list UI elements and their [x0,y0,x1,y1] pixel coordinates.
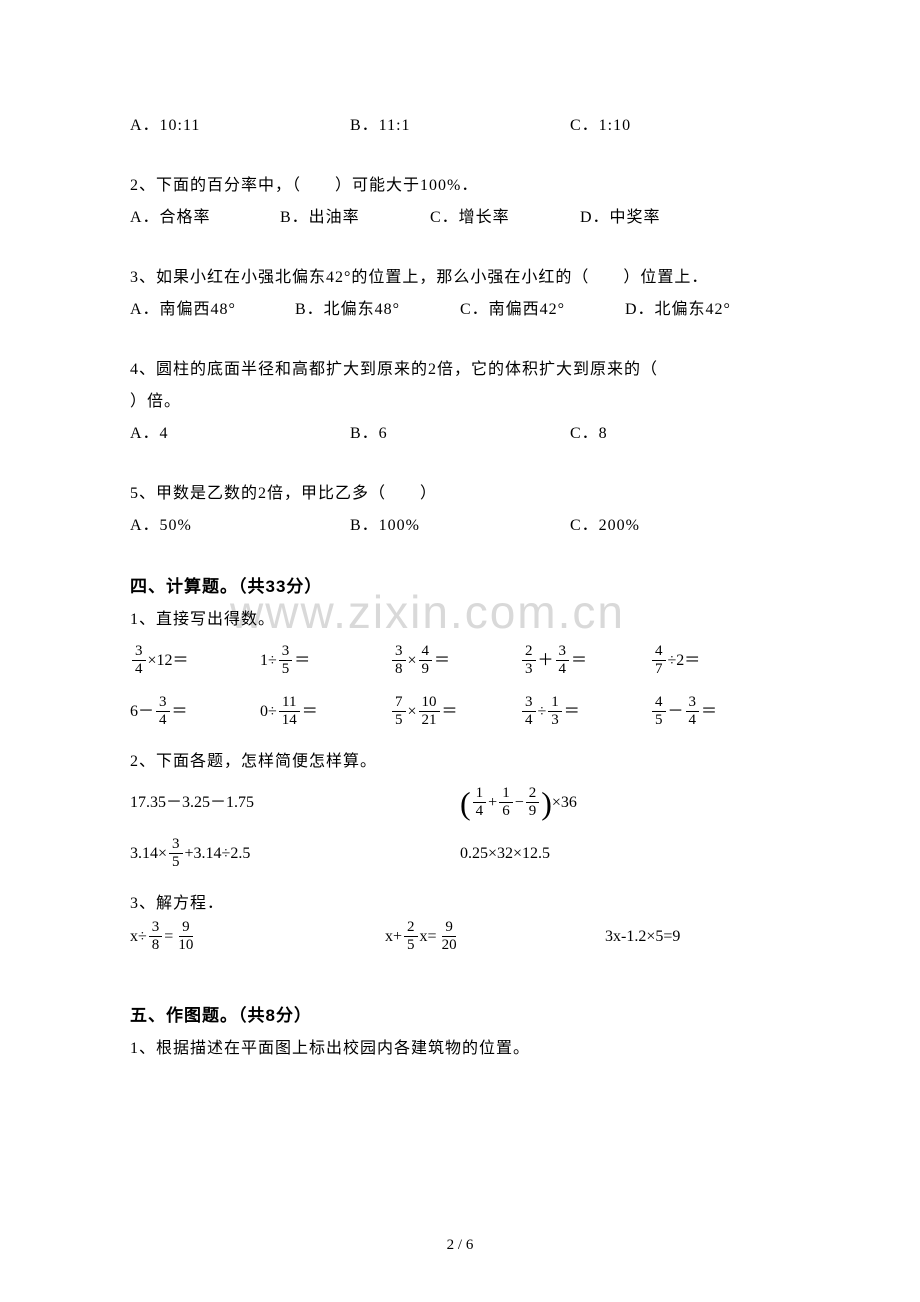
q4-opt-c: C．8 [570,418,790,450]
calc-row-2: 6－34＝ 0÷1114＝ 75×1021＝ 34÷13＝ 45－34＝ [130,695,790,728]
q3-options: A．南偏西48° B．北偏东48° C．南偏西42° D．北偏东42° [130,294,790,326]
eq-row: x÷38=910 x+25x=920 3x-1.2×5=9 [130,920,790,953]
q1-opt-a: A．10:11 [130,110,350,142]
calc-1-5: 47÷2＝ [650,644,780,677]
eq-1: x÷38=910 [130,920,385,953]
page-content: A．10:11 B．11:1 C．1:10 2、下面的百分率中，（ ）可能大于1… [130,110,790,1065]
q3-opt-d: D．北偏东42° [625,294,790,326]
q4-opt-b: B．6 [350,418,570,450]
section5-title: 五、作图题。（共8分） [130,999,790,1033]
calc-1-3: 38×49＝ [390,644,520,677]
calc-1-1: 34×12＝ [130,644,260,677]
calc2-1: 17.35－3.25－1.75 [130,793,460,812]
q2-text: 2、下面的百分率中，（ ）可能大于100%． [130,170,790,202]
q2-opt-b: B．出油率 [280,202,430,234]
q2-opt-c: C．增长率 [430,202,580,234]
calc-1-2: 1÷35＝ [260,644,390,677]
q4-opt-a: A．4 [130,418,350,450]
s4-q1: 1、直接写出得数。 [130,604,790,636]
q1-opt-b: B．11:1 [350,110,570,142]
page-number: 2 / 6 [0,1237,920,1254]
calc-2-5: 45－34＝ [650,695,780,728]
calc2-3: 3.14×35+3.14÷2.5 [130,837,460,870]
calc-2-3: 75×1021＝ [390,695,520,728]
q4-options: A．4 B．6 C．8 [130,418,790,450]
q5-opt-b: B．100% [350,510,570,542]
calc-row-1: 34×12＝ 1÷35＝ 38×49＝ 23＋34＝ 47÷2＝ [130,644,790,677]
q5-opt-a: A．50% [130,510,350,542]
s4-q3: 3、解方程． [130,888,790,920]
q3-opt-b: B．北偏东48° [295,294,460,326]
q3-opt-c: C．南偏西42° [460,294,625,326]
q2-options: A．合格率 B．出油率 C．增长率 D．中奖率 [130,202,790,234]
eq-3: 3x-1.2×5=9 [605,927,785,946]
q5-text: 5、甲数是乙数的2倍，甲比乙多（ ） [130,478,790,510]
q1-opt-c: C．1:10 [570,110,790,142]
q5-opt-c: C．200% [570,510,790,542]
calc-2-1: 6－34＝ [130,695,260,728]
q3-opt-a: A．南偏西48° [130,294,295,326]
calc2-row-1: 17.35－3.25－1.75 (14+16−29)×36 [130,786,790,819]
section4-title: 四、计算题。（共33分） [130,570,790,604]
calc-2-2: 0÷1114＝ [260,695,390,728]
q1-options: A．10:11 B．11:1 C．1:10 [130,110,790,142]
calc2-2: (14+16−29)×36 [460,786,790,819]
q4-line2: ）倍。 [130,386,790,418]
s5-q1: 1、根据描述在平面图上标出校园内各建筑物的位置。 [130,1033,790,1065]
s4-q2: 2、下面各题，怎样简便怎样算。 [130,746,790,778]
q3-text: 3、如果小红在小强北偏东42°的位置上，那么小强在小红的（ ）位置上． [130,262,790,294]
eq-2: x+25x=920 [385,920,605,953]
calc-2-4: 34÷13＝ [520,695,650,728]
calc-1-4: 23＋34＝ [520,644,650,677]
q5-options: A．50% B．100% C．200% [130,510,790,542]
q4-line1: 4、圆柱的底面半径和高都扩大到原来的2倍，它的体积扩大到原来的（ [130,354,790,386]
calc2-4: 0.25×32×12.5 [460,844,790,863]
q2-opt-d: D．中奖率 [580,202,730,234]
q2-opt-a: A．合格率 [130,202,280,234]
calc2-row-2: 3.14×35+3.14÷2.5 0.25×32×12.5 [130,837,790,870]
